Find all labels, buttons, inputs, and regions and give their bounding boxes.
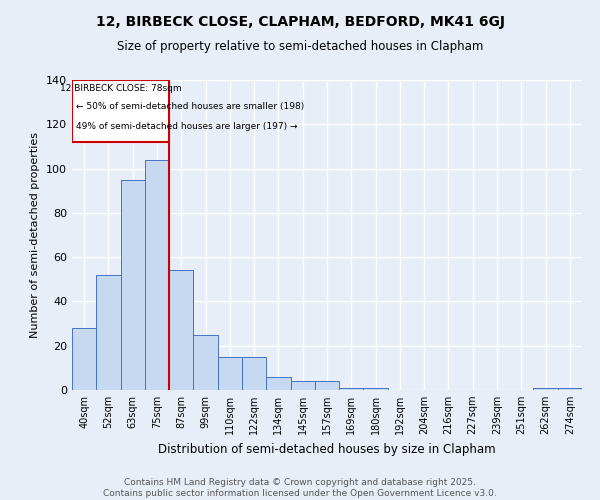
Bar [145,160,169,390]
Text: Contains HM Land Registry data © Crown copyright and database right 2025.
Contai: Contains HM Land Registry data © Crown c… [103,478,497,498]
Text: 12, BIRBECK CLOSE, CLAPHAM, BEDFORD, MK41 6GJ: 12, BIRBECK CLOSE, CLAPHAM, BEDFORD, MK4… [95,15,505,29]
Bar [242,357,266,390]
Bar [218,357,242,390]
Bar [339,388,364,390]
Text: 49% of semi-detached houses are larger (197) →: 49% of semi-detached houses are larger (… [76,122,297,131]
Bar [193,334,218,390]
Text: ← 50% of semi-detached houses are smaller (198): ← 50% of semi-detached houses are smalle… [76,102,304,111]
Y-axis label: Number of semi-detached properties: Number of semi-detached properties [31,132,40,338]
Bar [290,381,315,390]
Bar [121,180,145,390]
Bar [72,328,96,390]
Bar [266,376,290,390]
X-axis label: Distribution of semi-detached houses by size in Clapham: Distribution of semi-detached houses by … [158,442,496,456]
Bar [364,388,388,390]
Text: 12 BIRBECK CLOSE: 78sqm: 12 BIRBECK CLOSE: 78sqm [60,84,181,94]
Bar [169,270,193,390]
Bar [315,381,339,390]
Bar [96,275,121,390]
Bar [533,388,558,390]
Bar [72,80,169,142]
Bar [558,388,582,390]
Text: Size of property relative to semi-detached houses in Clapham: Size of property relative to semi-detach… [117,40,483,53]
